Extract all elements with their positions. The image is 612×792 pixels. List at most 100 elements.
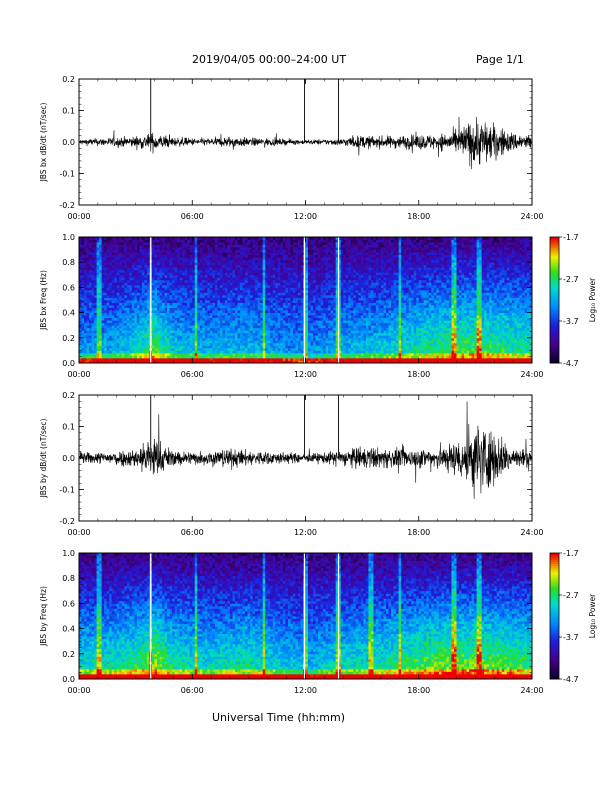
spectrogram-cell <box>167 332 170 336</box>
spectrogram-cell <box>81 249 85 253</box>
spectrogram-cell <box>237 335 241 339</box>
spectrogram-cell <box>270 312 274 316</box>
spectrogram-cell <box>282 294 286 298</box>
spectrogram-cell <box>272 337 276 341</box>
spectrogram-cell <box>109 305 113 308</box>
spectrogram-cell <box>197 267 201 271</box>
spectrogram-cell <box>267 305 271 308</box>
spectrogram-cell <box>179 342 183 346</box>
spectrogram-cell <box>162 264 165 268</box>
spectrogram-cell <box>199 355 203 359</box>
spectrogram-cell <box>204 272 208 276</box>
spectrogram-cell <box>204 257 208 261</box>
spectrogram-cell <box>235 247 238 250</box>
spectrogram-cell <box>96 292 100 296</box>
spectrogram-cell <box>287 284 291 288</box>
spectrogram-cell <box>320 330 324 334</box>
spectrogram-cell <box>202 337 206 341</box>
spectrogram-cell <box>219 360 223 364</box>
spectrogram-cell <box>217 242 221 245</box>
spectrogram-cell <box>109 312 113 316</box>
spectrogram-cell <box>305 327 309 331</box>
spectrogram-cell <box>318 277 321 281</box>
spectrogram-cell <box>212 332 216 336</box>
spectrogram-cell <box>265 267 269 271</box>
spectrogram-cell <box>297 244 301 248</box>
spectrogram-cell <box>121 277 125 281</box>
spectrogram-cell <box>255 330 259 334</box>
spectrogram-cell <box>227 287 231 291</box>
spectrogram-cell <box>124 315 128 319</box>
spectrogram-cell <box>232 300 236 303</box>
spectrogram-cell <box>94 320 98 324</box>
spectrogram-cell <box>310 242 314 245</box>
spectrogram-cell <box>224 297 228 301</box>
spectrogram-cell <box>237 322 241 326</box>
spectrogram-cell <box>167 340 170 344</box>
spectrogram-cell <box>297 267 301 271</box>
y-axis-label: JBS bx dB/dt (nT/sec) <box>39 103 48 183</box>
spectrogram-cell <box>235 284 238 288</box>
spectrogram-cell <box>219 332 223 336</box>
spectrogram-cell <box>197 282 201 286</box>
spectrogram-cell <box>106 237 110 240</box>
spectrogram-cell <box>267 345 271 349</box>
spectrogram-cell <box>242 347 246 351</box>
spectrogram-cell <box>202 254 206 258</box>
spectrogram-cell <box>174 305 178 308</box>
spectrogram-cell <box>257 337 261 341</box>
spectrogram-cell <box>199 257 203 261</box>
spectrogram-cell <box>310 264 314 268</box>
spectrogram-cell <box>96 345 100 349</box>
spectrogram-cell <box>177 239 181 243</box>
spectrogram-cell <box>323 322 327 326</box>
spectrogram-cell <box>209 267 213 271</box>
spectrogram-cell <box>187 262 191 266</box>
spectrogram-cell <box>295 345 299 349</box>
spectrogram-cell <box>86 322 90 326</box>
spectrogram-cell <box>121 259 125 263</box>
spectrogram-cell <box>104 315 108 319</box>
spectrogram-cell <box>265 249 269 253</box>
spectrogram-cell <box>212 337 216 341</box>
spectrogram-cell <box>250 340 254 344</box>
spectrogram-cell <box>104 322 108 326</box>
spectrogram-cell <box>252 332 256 336</box>
spectrogram-cell <box>89 284 92 288</box>
spectrogram-cell <box>189 289 193 293</box>
spectrogram-cell <box>237 300 241 303</box>
spectrogram-cell <box>280 302 284 306</box>
spectrogram-cell <box>182 327 186 331</box>
spectrogram-cell <box>310 282 314 286</box>
spectrogram-cell <box>227 292 231 296</box>
spectrogram-cell <box>81 305 85 308</box>
spectrogram-cell <box>86 310 90 313</box>
spectrogram-cell <box>272 355 276 359</box>
spectrogram-cell <box>297 269 301 273</box>
spectrogram-cell <box>257 300 261 303</box>
spectrogram-cell <box>285 292 289 296</box>
spectrogram-cell <box>285 357 289 361</box>
spectrogram-cell <box>157 247 160 250</box>
spectrogram-cell <box>109 320 113 324</box>
spectrogram-cell <box>242 284 246 288</box>
spectrogram-cell <box>111 325 115 329</box>
spectrogram-cell <box>144 307 148 311</box>
spectrogram-cell <box>257 307 261 311</box>
spectrogram-cell <box>282 315 286 319</box>
spectrogram-cell <box>106 297 110 301</box>
spectrogram-cell <box>267 352 271 356</box>
spectrogram-cell <box>167 355 170 359</box>
spectrogram-cell <box>207 340 211 344</box>
spectrogram-cell <box>270 264 274 268</box>
spectrogram-cell <box>255 310 259 313</box>
spectrogram-cell <box>295 284 299 288</box>
spectrogram-cell <box>134 272 138 276</box>
spectrogram-cell <box>217 355 221 359</box>
spectrogram-cell <box>79 297 82 301</box>
spectrogram-cell <box>207 259 211 263</box>
spectrogram-cell <box>136 330 140 334</box>
spectrogram-cell <box>240 355 243 359</box>
spectrogram-cell <box>104 259 108 263</box>
